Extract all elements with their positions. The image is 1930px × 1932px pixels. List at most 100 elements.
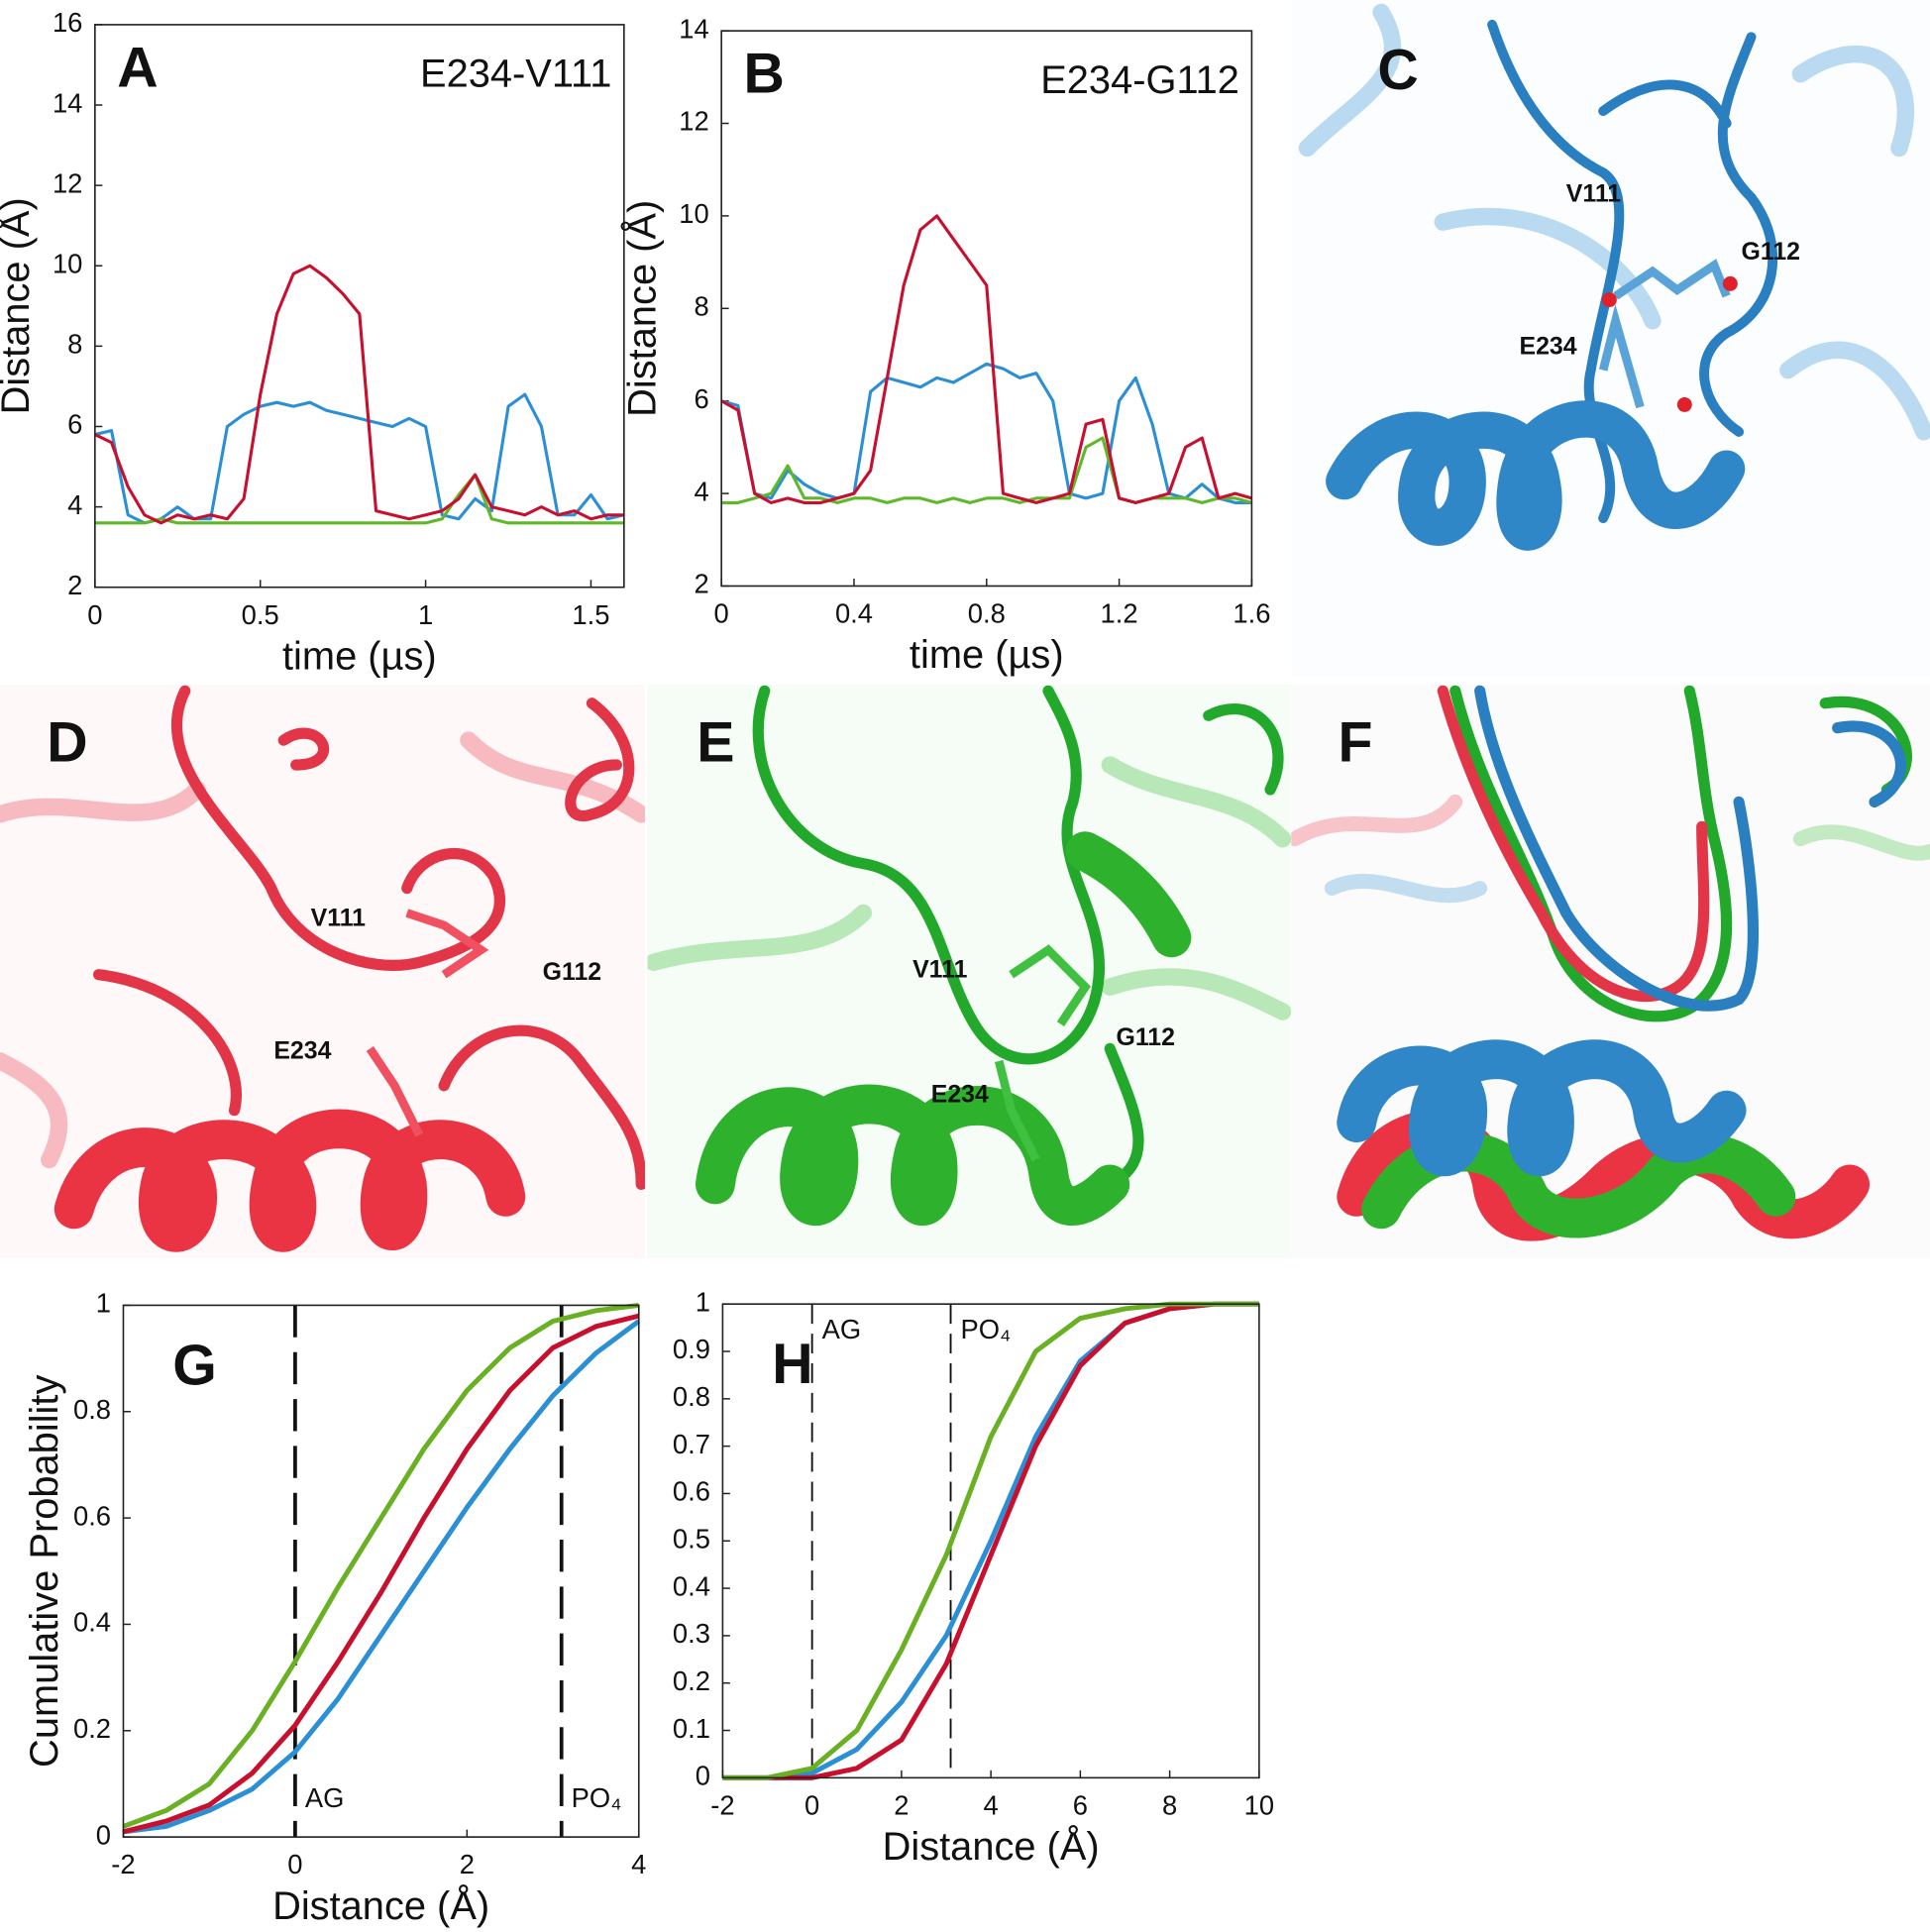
structure-panel: E V111 G112 E234 [647,685,1292,1259]
y-tick-label: 0.4 [73,1607,111,1638]
series-line [94,392,625,525]
y-tick-label: 0.6 [673,1476,710,1507]
panel-label: G [172,1334,217,1397]
x-axis-label: time (µs) [910,633,1064,677]
x-axis-label: time (µs) [282,634,437,678]
structure-panel: C V111 G112 E234 [1291,0,1930,677]
reference-label: PO₄ [572,1782,622,1813]
series-line [94,264,624,525]
y-tick-label: 0.9 [673,1334,710,1364]
x-tick-label: 1.2 [1101,598,1138,629]
y-tick-label: 0.3 [673,1618,710,1649]
y-tick-label: 0.5 [673,1523,710,1554]
residue-label: G112 [543,958,601,986]
y-axis-label: Distance (Å) [620,200,665,417]
panel-label: F [1339,710,1373,774]
reference-label: AG [305,1782,345,1813]
y-axis-label: Cumulative Probability [23,1375,66,1768]
y-tick-label: 0.8 [673,1381,710,1412]
x-tick-label: 0 [287,1849,302,1879]
x-tick-label: 0 [804,1789,819,1820]
x-tick-label: 2 [894,1789,909,1820]
x-tick-label: 4 [631,1849,646,1879]
reference-label: AG [822,1314,862,1344]
x-tick-label: 0 [87,599,102,630]
y-tick-label: 8 [694,291,708,322]
y-tick-label: 14 [679,13,708,44]
panel-label: H [772,1333,812,1396]
y-tick-label: 12 [679,106,708,137]
residue-label: V111 [311,904,367,931]
series-line [122,1302,640,1829]
x-tick-label: -2 [710,1789,734,1820]
y-tick-label: 8 [67,329,82,360]
y-tick-label: 4 [694,476,708,506]
y-tick-label: 0.2 [673,1665,710,1696]
y-tick-label: 4 [67,489,82,520]
plot-frame [94,24,625,589]
x-tick-label: 1 [418,599,433,630]
panel-label: A [117,36,158,99]
structure-panel: D V111 G112 E234 [0,685,645,1259]
y-tick-label: 1 [96,1288,111,1319]
y-tick-label: 0.4 [673,1570,710,1601]
x-tick-label: 6 [1073,1789,1088,1820]
y-tick-label: 0 [696,1761,710,1791]
panel-label: C [1377,39,1418,102]
series-line [94,473,624,525]
y-tick-label: 10 [53,248,82,278]
series-line [720,214,1252,504]
residue-label: E234 [273,1037,331,1065]
series-line [122,1313,640,1835]
x-tick-label: 10 [1244,1789,1274,1820]
structure-panel: F [1291,685,1930,1259]
y-tick-label: 6 [67,409,82,440]
panel-title: E234-G112 [1040,58,1239,102]
y-tick-label: 2 [67,570,82,600]
y-tick-label: 10 [679,198,708,229]
x-tick-label: 1.5 [572,599,609,630]
y-tick-label: 2 [694,569,708,599]
panel-label: E [697,710,734,774]
series-line [123,1319,641,1835]
x-tick-label: 1.6 [1233,598,1270,629]
y-tick-label: 0.1 [673,1713,710,1744]
series-line [720,362,1252,504]
x-tick-label: 0.4 [835,598,873,629]
residue-label: V111 [912,956,968,984]
residue-label: G112 [1116,1023,1174,1051]
x-tick-label: 0.8 [968,598,1006,629]
x-axis-label: Distance (Å) [272,1883,489,1928]
y-tick-label: 0.8 [73,1394,111,1425]
residue-label: E234 [931,1080,989,1108]
residue-label: E234 [1520,333,1577,361]
x-tick-label: 0 [714,598,729,629]
y-tick-label: 0.7 [673,1429,710,1459]
series-line [721,436,1252,504]
y-axis-label: Distance (Å) [0,197,38,414]
y-tick-label: 14 [53,87,82,118]
residue-label: G112 [1742,238,1800,266]
plot-frame [720,30,1253,588]
plot-frame [721,1303,1260,1779]
y-tick-label: 16 [53,7,82,38]
y-tick-label: 0.6 [73,1500,111,1531]
y-tick-label: 1 [696,1286,710,1317]
y-tick-label: 6 [694,383,708,414]
panel-title: E234-V111 [420,53,611,96]
x-tick-label: 0.5 [242,599,279,630]
panel-label: D [47,710,87,774]
x-tick-label: 8 [1162,1789,1177,1820]
panel-label: B [744,43,785,106]
plot-frame [122,1304,640,1838]
y-tick-label: 0.2 [73,1713,111,1744]
y-tick-label: 12 [53,167,82,198]
reference-label: PO₄ [960,1314,1011,1344]
x-tick-label: 2 [460,1849,475,1879]
x-tick-label: -2 [111,1849,135,1879]
x-axis-label: Distance (Å) [883,1824,1100,1869]
y-tick-label: 0 [96,1819,111,1850]
residue-label: V111 [1566,179,1622,207]
x-tick-label: 4 [984,1789,999,1820]
